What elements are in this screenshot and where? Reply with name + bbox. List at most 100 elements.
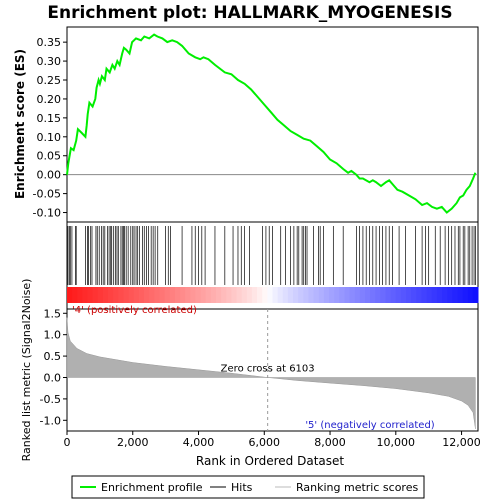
color-bar-segment xyxy=(385,287,392,303)
rank-metric-panel: Zero cross at 6103 '4' (positively corre… xyxy=(20,279,481,468)
color-bar-segment xyxy=(329,287,335,303)
es-y-tick-label: 0.05 xyxy=(37,150,62,163)
color-bar-segment xyxy=(133,287,140,303)
rank-y-tick-label: 0.5 xyxy=(44,350,62,363)
color-bar-segment xyxy=(416,287,422,303)
es-y-tick-label: 0.20 xyxy=(37,93,62,106)
color-bar-segment xyxy=(380,287,387,303)
correlation-color-bar xyxy=(67,287,479,303)
legend-enrichment-label: Enrichment profile xyxy=(101,481,203,494)
rank-y-tick-label: 1.0 xyxy=(44,329,62,342)
color-bar-segment xyxy=(236,287,243,303)
color-bar-segment xyxy=(215,287,222,303)
color-bar-segment xyxy=(313,287,320,303)
color-bar-segment xyxy=(180,287,186,303)
es-y-tick-label: 0.10 xyxy=(37,131,62,144)
rank-x-tick-label: 0 xyxy=(64,436,71,449)
color-bar-segment xyxy=(390,287,397,303)
color-bar-segment xyxy=(344,287,351,303)
legend-ranking-label: Ranking metric scores xyxy=(296,481,418,494)
color-bar-segment xyxy=(149,287,155,303)
rank-y-tick-label: -0.5 xyxy=(40,393,61,406)
color-bar-segment xyxy=(447,287,453,303)
hit-markers xyxy=(67,226,476,285)
chart-title: Enrichment plot: HALLMARK_MYOGENESIS xyxy=(47,3,452,23)
rank-x-tick-label: 12,000 xyxy=(442,436,481,449)
color-bar-segment xyxy=(364,287,371,303)
color-bar-segment xyxy=(400,287,407,303)
color-bar-segment xyxy=(431,287,438,303)
zero-cross-label: Zero cross at 6103 xyxy=(221,363,315,374)
es-y-axis-label: Enrichment score (ES) xyxy=(13,49,27,199)
color-bar-segment xyxy=(293,287,299,303)
color-bar-segment xyxy=(267,287,273,303)
color-bar-segment xyxy=(467,287,474,303)
color-bar-segment xyxy=(72,287,78,303)
color-bar-segment xyxy=(174,287,181,303)
color-bar-segment xyxy=(87,287,94,303)
color-bar-segment xyxy=(144,287,150,303)
color-bar-segment xyxy=(421,287,428,303)
color-bar-segment xyxy=(323,287,330,303)
color-bar-segment xyxy=(246,287,253,303)
rank-x-tick-label: 10,000 xyxy=(377,436,416,449)
rank-y-axis: -1.0 -0.5 0.0 0.5 1.0 1.5 xyxy=(40,307,67,427)
color-bar-segment xyxy=(226,287,232,303)
rank-y-axis-label: Ranked list metric (Signal2Noise) xyxy=(20,279,33,462)
rank-x-tick-label: 2,000 xyxy=(117,436,149,449)
color-bar-segment xyxy=(334,287,340,303)
color-bar-segment xyxy=(349,287,356,303)
color-bar-segment xyxy=(262,287,268,303)
color-bar-segment xyxy=(195,287,202,303)
rank-x-tick-label: 6,000 xyxy=(249,436,281,449)
negative-correlation-label: '5' (negatively correlated) xyxy=(305,420,434,431)
rank-x-tick-label: 4,000 xyxy=(183,436,215,449)
color-bar-segment xyxy=(257,287,263,303)
positive-correlation-label: '4' (positively correlated) xyxy=(72,305,197,316)
legend: Enrichment profile Hits Ranking metric s… xyxy=(71,475,425,499)
es-panel: -0.10 -0.05 0.00 0.05 0.10 0.15 0.20 0.25 0.30 0.… xyxy=(13,26,479,223)
color-bar-segment xyxy=(452,287,458,303)
enrichment-profile-line xyxy=(66,33,477,214)
color-bar-segment xyxy=(205,287,212,303)
legend-box xyxy=(71,475,425,499)
color-bar-segment xyxy=(185,287,191,303)
color-bar-segment xyxy=(354,287,361,303)
ranking-metric-area xyxy=(66,317,476,429)
es-y-tick-label: 0.25 xyxy=(37,74,62,87)
color-bar-segment xyxy=(102,287,109,303)
color-bar-segment xyxy=(164,287,171,303)
hits-panel xyxy=(66,221,479,310)
rank-y-tick-label: -1.0 xyxy=(40,414,61,427)
color-bar-segment xyxy=(210,287,217,303)
color-bar-segment xyxy=(277,287,284,303)
color-bar-segment xyxy=(92,287,99,303)
color-bar-segment xyxy=(82,287,89,303)
rank-y-tick-label: 0.0 xyxy=(44,371,62,384)
es-y-tick-label: -0.10 xyxy=(33,207,61,220)
color-bar-segment xyxy=(282,287,289,303)
rank-x-tick-label: 8,000 xyxy=(314,436,346,449)
color-bar-segment xyxy=(138,287,145,303)
color-bar-segment xyxy=(169,287,176,303)
color-bar-segment xyxy=(395,287,402,303)
color-bar-segment xyxy=(472,287,479,303)
color-bar-segment xyxy=(67,287,73,303)
color-bar-segment xyxy=(154,287,160,303)
es-y-tick-label: 0.15 xyxy=(37,112,62,125)
color-bar-segment xyxy=(303,287,309,303)
color-bar-segment xyxy=(272,287,279,303)
es-y-tick-label: -0.05 xyxy=(33,188,61,201)
color-bar-segment xyxy=(241,287,248,303)
color-bar-segment xyxy=(113,287,119,303)
rank-x-axis: 0 2,000 4,000 6,000 8,000 10,000 12,000 xyxy=(64,431,481,449)
legend-hits-label: Hits xyxy=(231,481,253,494)
color-bar-segment xyxy=(298,287,304,303)
rank-x-axis-label: Rank in Ordered Dataset xyxy=(196,454,344,468)
color-bar-segment xyxy=(370,287,376,303)
color-bar-segment xyxy=(97,287,104,303)
color-bar-segment xyxy=(200,287,207,303)
color-bar-segment xyxy=(128,287,135,303)
color-bar-segment xyxy=(457,287,464,303)
